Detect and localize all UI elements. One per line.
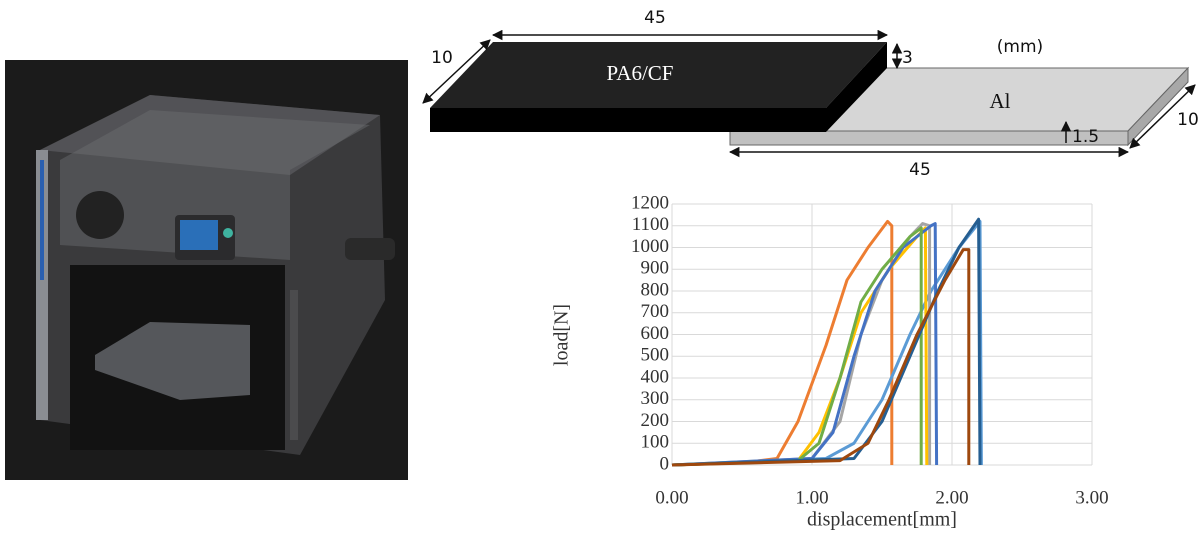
y-tick-label: 500 bbox=[641, 345, 670, 366]
x-tick-label: 2.00 bbox=[935, 487, 968, 508]
dimension-label: 1.5 bbox=[1072, 127, 1099, 147]
y-tick-label: 100 bbox=[641, 432, 670, 453]
y-tick-label: 1000 bbox=[631, 236, 669, 257]
y-tick-label: 900 bbox=[641, 258, 670, 279]
dimension-label: 10 bbox=[431, 48, 453, 68]
y-tick-label: 0 bbox=[660, 453, 670, 474]
dimension-label: 3 bbox=[902, 48, 913, 68]
material-label: Al bbox=[990, 89, 1011, 113]
y-tick-label: 200 bbox=[641, 410, 670, 431]
printer-photo bbox=[5, 60, 408, 480]
unit-label: (mm) bbox=[997, 37, 1043, 57]
y-tick-label: 600 bbox=[641, 323, 670, 344]
data-line bbox=[671, 222, 939, 467]
dimension-label: 45 bbox=[909, 160, 931, 180]
x-tick-label: 3.00 bbox=[1075, 487, 1108, 508]
x-axis-title: displacement[mm] bbox=[807, 509, 957, 531]
y-axis-title: load[N] bbox=[551, 304, 573, 366]
data-line bbox=[671, 219, 983, 467]
line-chart: load[N] displacement[mm] 010020030040050… bbox=[551, 192, 1109, 530]
x-tick-label: 0.00 bbox=[655, 487, 688, 508]
y-tick-label: 700 bbox=[641, 301, 670, 322]
y-tick-label: 800 bbox=[641, 279, 670, 300]
data-line bbox=[671, 248, 971, 467]
lap-joint-diagram: 45 10 3 PA6/CF (mm) Al 1.5 10 45 bbox=[422, 8, 1199, 180]
x-tick-label: 1.00 bbox=[795, 487, 828, 508]
material-label: PA6/CF bbox=[607, 61, 674, 85]
y-tick-label: 400 bbox=[641, 366, 670, 387]
dimension-label: 45 bbox=[644, 8, 666, 28]
y-tick-label: 300 bbox=[641, 388, 670, 409]
y-tick-label: 1100 bbox=[632, 214, 669, 235]
y-tick-label: 1200 bbox=[631, 192, 669, 213]
dimension-label: 10 bbox=[1177, 110, 1199, 130]
data-line bbox=[671, 226, 923, 467]
